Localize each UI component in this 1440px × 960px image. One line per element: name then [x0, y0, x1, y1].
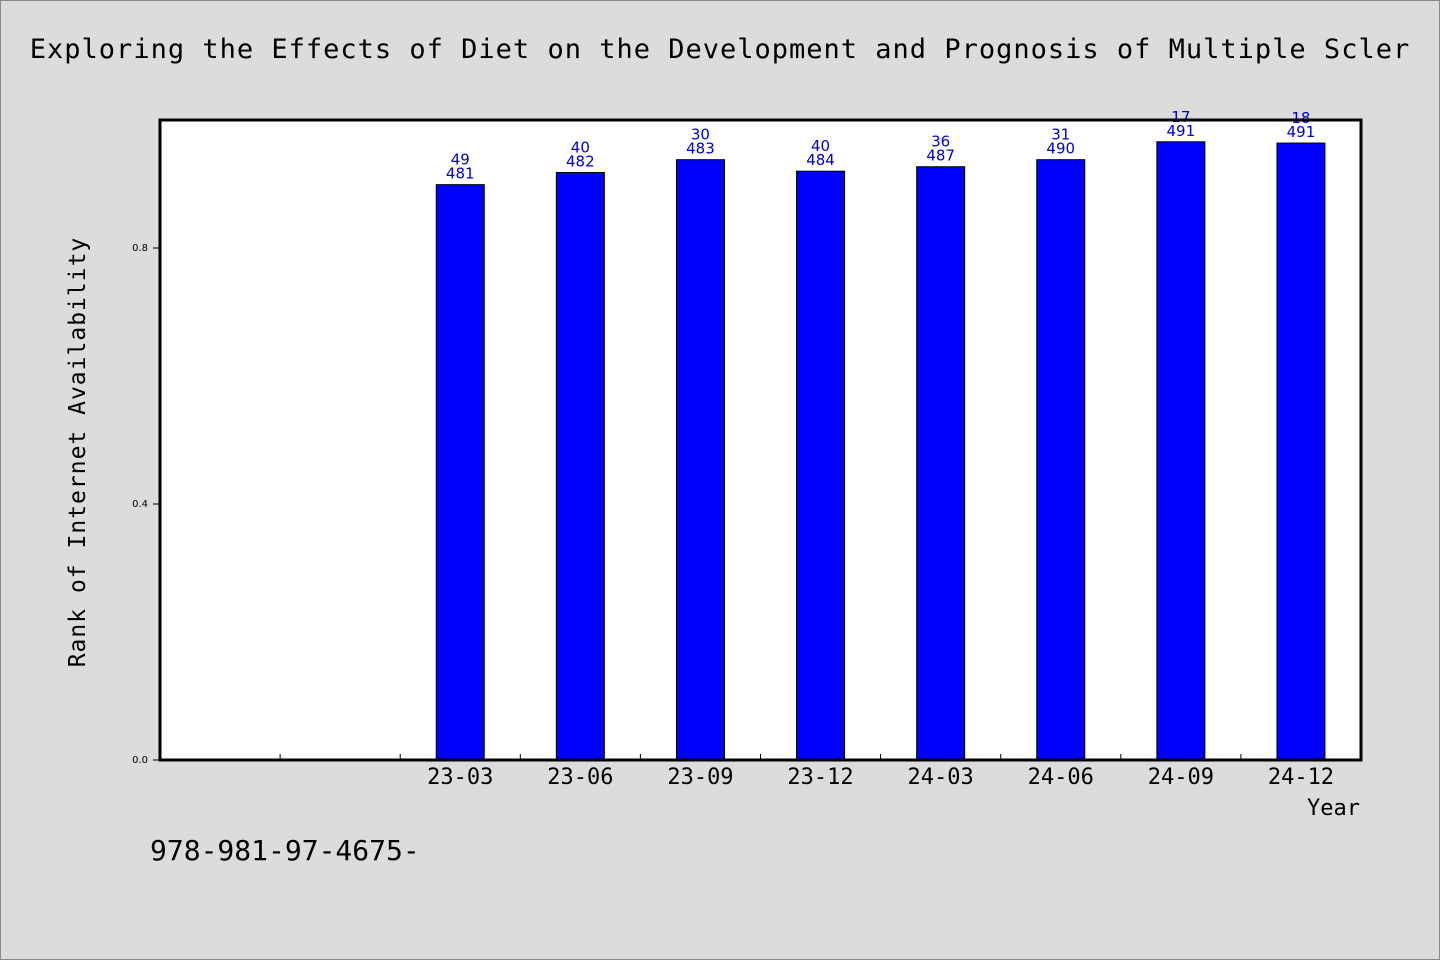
bar-label-top: 36: [931, 133, 950, 151]
bar-label-bottom: 483: [686, 140, 715, 158]
bar-label-bottom: 491: [1287, 123, 1316, 141]
x-tick-label: 23-03: [427, 765, 493, 790]
bar: [916, 166, 966, 761]
bar: [555, 171, 605, 761]
bar: [435, 184, 485, 761]
bar-label-bottom: 487: [926, 147, 955, 165]
chart-title: Exploring the Effects of Diet on the Dev…: [29, 34, 1411, 65]
plot-border: [158, 118, 1363, 762]
x-tick-label: 23-09: [667, 765, 733, 790]
bar: [1276, 142, 1326, 761]
bar-label-bottom: 491: [1167, 122, 1196, 140]
bar-label-top: 40: [571, 138, 590, 156]
bar-label-top: 31: [1051, 126, 1070, 144]
bar-label-bottom: 484: [806, 151, 835, 169]
x-tick-label: 23-06: [547, 765, 613, 790]
bar-label-top: 30: [691, 126, 710, 144]
y-tick-label: 0.0: [132, 755, 148, 766]
bar-label-bottom: 482: [566, 152, 595, 170]
y-tick-label: 0.4: [132, 499, 148, 510]
bar: [1036, 159, 1086, 761]
bar-label-top: 18: [1291, 109, 1310, 127]
x-tick-label: 24-09: [1148, 765, 1214, 790]
bar-label-bottom: 490: [1046, 140, 1075, 158]
y-tick-label: 0.8: [132, 243, 148, 254]
bar: [675, 159, 725, 761]
bar-label-top: 49: [451, 151, 470, 169]
bar: [796, 170, 846, 761]
bar-label-top: 40: [811, 137, 830, 155]
footer-code: 978-981-97-4675-: [150, 834, 420, 867]
bar: [1156, 141, 1206, 761]
bar-label-bottom: 481: [446, 165, 475, 183]
x-tick-label: 24-03: [908, 765, 974, 790]
x-tick-label: 24-12: [1268, 765, 1334, 790]
x-tick-label: 23-12: [787, 765, 853, 790]
x-axis-label: Year: [1307, 796, 1360, 821]
x-tick-label: 24-06: [1028, 765, 1094, 790]
